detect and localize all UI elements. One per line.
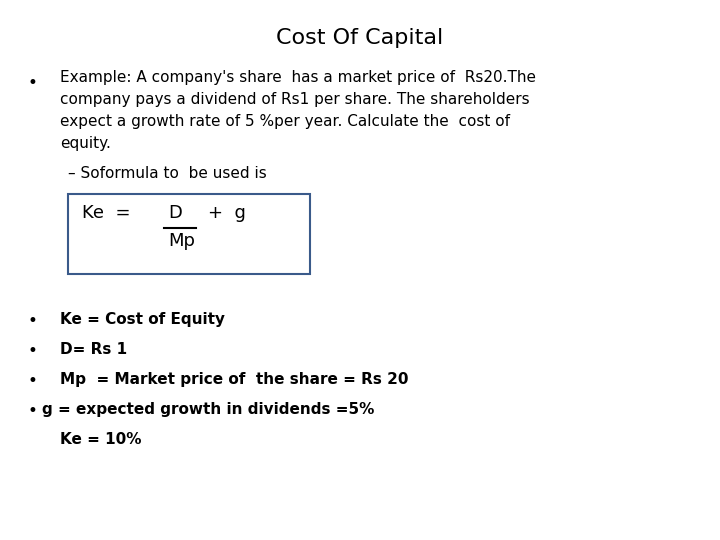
Text: company pays a dividend of Rs1 per share. The shareholders: company pays a dividend of Rs1 per share…	[60, 92, 530, 107]
Text: •: •	[28, 402, 38, 420]
Text: Mp  = Market price of  the share = Rs 20: Mp = Market price of the share = Rs 20	[60, 372, 408, 387]
Text: Cost Of Capital: Cost Of Capital	[276, 28, 444, 48]
Text: g = expected growth in dividends =5%: g = expected growth in dividends =5%	[42, 402, 374, 417]
FancyBboxPatch shape	[68, 194, 310, 274]
Text: equity.: equity.	[60, 136, 111, 151]
Text: expect a growth rate of 5 %per year. Calculate the  cost of: expect a growth rate of 5 %per year. Cal…	[60, 114, 510, 129]
Text: D: D	[168, 204, 182, 222]
Text: Example: A company's share  has a market price of  Rs​20.The: Example: A company's share has a market …	[60, 70, 536, 85]
Text: +  g: + g	[208, 204, 246, 222]
Text: D= Rs 1: D= Rs 1	[60, 342, 127, 357]
Text: •: •	[28, 342, 38, 360]
Text: Mp: Mp	[168, 232, 195, 250]
Text: Ke = Cost of Equity: Ke = Cost of Equity	[60, 312, 225, 327]
Text: Ke = 10%: Ke = 10%	[60, 432, 142, 447]
Text: – Soformula to  be used is: – Soformula to be used is	[68, 166, 266, 181]
Text: •: •	[28, 312, 38, 330]
Text: Ke  =: Ke =	[82, 204, 130, 222]
Text: •: •	[28, 74, 38, 92]
Text: •: •	[28, 372, 38, 390]
